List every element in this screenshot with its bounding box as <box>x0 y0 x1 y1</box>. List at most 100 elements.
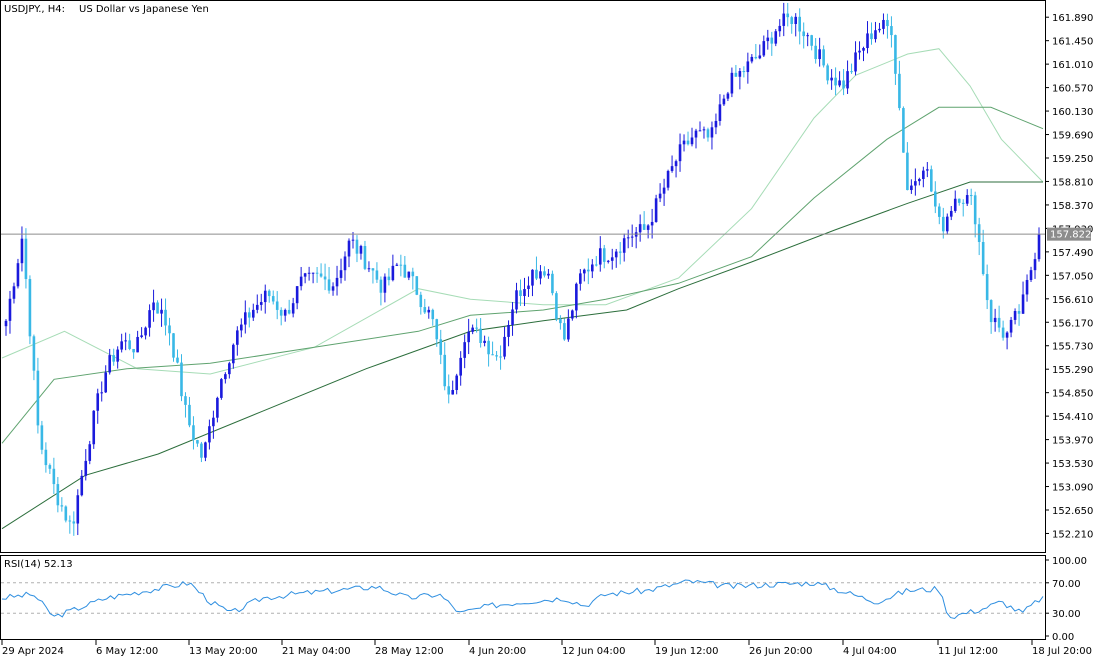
candle-body <box>730 72 734 94</box>
candle <box>88 440 92 465</box>
candle-body <box>204 442 207 458</box>
candle <box>930 165 933 193</box>
candle-body <box>84 460 88 476</box>
price-axis-label: 154.850 <box>1052 389 1093 400</box>
candle <box>247 307 251 328</box>
candle-body <box>523 289 526 297</box>
chart-symbol: USDJPY., H4: <box>4 4 65 15</box>
candle-body <box>786 13 790 18</box>
candle-body <box>307 272 311 274</box>
price-axis-label: 161.890 <box>1052 13 1093 24</box>
candle <box>638 214 642 242</box>
candle-body <box>88 444 92 461</box>
candle <box>4 319 8 336</box>
candle <box>80 469 84 497</box>
candle <box>694 128 698 149</box>
candle-body <box>283 309 287 316</box>
candle-body <box>766 37 770 42</box>
candle-body <box>419 294 423 308</box>
candle <box>84 449 88 481</box>
candle <box>575 282 578 319</box>
candle-body <box>295 286 299 304</box>
candle-body <box>583 269 586 274</box>
candle <box>543 266 546 278</box>
candle <box>471 324 474 335</box>
candle-body <box>774 31 778 44</box>
candle <box>961 199 965 217</box>
candle <box>208 419 211 450</box>
candle-body <box>590 264 594 272</box>
candle-body <box>957 198 961 203</box>
candle <box>666 169 670 191</box>
candle <box>403 256 407 278</box>
time-axis-label: 4 Jun 20:00 <box>469 646 526 657</box>
candle-body <box>981 241 985 275</box>
candle <box>204 441 207 462</box>
candle <box>555 291 558 322</box>
candle-body <box>323 276 327 280</box>
candle-body <box>654 198 658 222</box>
candle <box>738 68 742 90</box>
candle <box>244 300 247 334</box>
candle <box>120 333 123 353</box>
price-axis-label: 152.650 <box>1052 506 1093 517</box>
candle-body <box>762 41 766 56</box>
candle <box>786 2 790 27</box>
candle-body <box>355 239 359 254</box>
candle-body <box>216 397 219 418</box>
candle-body <box>602 248 606 262</box>
candle-body <box>551 273 554 294</box>
candle <box>303 272 307 284</box>
candle <box>140 327 143 339</box>
candle <box>626 229 630 249</box>
candle-body <box>32 336 36 371</box>
candle <box>144 326 147 340</box>
candle-body <box>658 193 662 199</box>
candle <box>654 194 658 223</box>
candle-body <box>531 269 534 286</box>
candle <box>319 263 323 278</box>
candle-body <box>116 349 119 362</box>
candle <box>678 133 682 172</box>
candle <box>985 264 989 310</box>
candle-body <box>471 327 474 332</box>
candle <box>794 13 798 37</box>
candle <box>168 317 171 346</box>
candle <box>459 351 462 386</box>
candle <box>379 276 383 306</box>
candle-body <box>339 270 343 278</box>
candle <box>949 205 953 221</box>
candle-body <box>439 339 443 355</box>
candle <box>587 258 590 285</box>
moving-average-line-3 <box>1 181 1043 530</box>
candle <box>814 38 817 64</box>
candle <box>594 256 598 267</box>
candle-body <box>188 404 191 426</box>
candle-body <box>539 271 542 279</box>
candle-body <box>483 340 486 343</box>
candle <box>307 266 311 281</box>
candle <box>451 380 455 395</box>
candle <box>690 127 694 147</box>
candle <box>355 235 359 263</box>
candle-body <box>192 425 195 441</box>
candle-body <box>244 312 247 325</box>
candle <box>1009 316 1013 338</box>
candle-body <box>977 224 981 242</box>
candle <box>810 34 813 51</box>
candle-body <box>594 264 598 266</box>
candle-body <box>794 16 798 24</box>
candle <box>507 320 510 347</box>
candle <box>922 166 925 188</box>
candle <box>862 46 865 62</box>
candle-body <box>778 25 782 32</box>
price-axis-label: 160.130 <box>1052 107 1093 118</box>
candle <box>1025 274 1029 302</box>
candle-body <box>459 357 462 376</box>
candle <box>782 2 786 37</box>
candle <box>383 273 387 303</box>
candle <box>387 268 391 286</box>
candle <box>766 29 770 50</box>
candle <box>602 244 606 269</box>
